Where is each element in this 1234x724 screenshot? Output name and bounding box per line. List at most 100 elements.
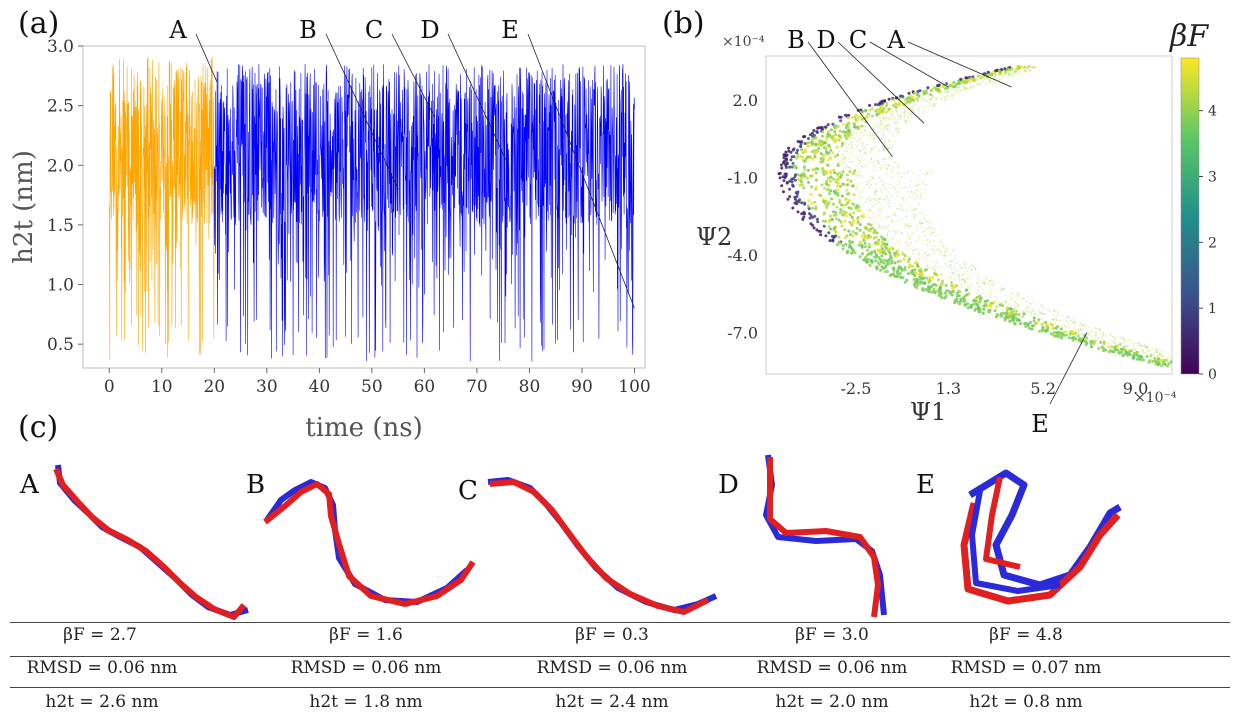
- scatter-point: [806, 144, 810, 148]
- scatter-point: [824, 171, 828, 175]
- scatter-point: [978, 79, 981, 82]
- scatter-point: [996, 314, 1000, 317]
- table-row-rmsd: RMSD = 0.06 nm RMSD = 0.06 nm RMSD = 0.0…: [0, 658, 1234, 690]
- scatter-point: [1017, 294, 1020, 297]
- scatter-point: [926, 264, 929, 266]
- scatter-point: [1007, 293, 1010, 296]
- scatter-point: [1002, 311, 1006, 315]
- scatter-point: [885, 260, 889, 263]
- scatter-point: [968, 88, 970, 91]
- scatter-point: [970, 269, 973, 271]
- scatter-point: [966, 270, 969, 273]
- scatter-point: [939, 282, 943, 286]
- scatter-point: [1001, 289, 1004, 291]
- scatter-point: [1024, 67, 1027, 69]
- scatter-point: [1071, 338, 1075, 342]
- scatter-point: [897, 132, 900, 134]
- scatter-point: [1052, 318, 1055, 320]
- scatter-point: [836, 193, 840, 197]
- scatter-point: [837, 138, 841, 142]
- scatter-point: [1022, 310, 1024, 312]
- scatter-point: [806, 168, 810, 172]
- structure-label-e: E: [916, 470, 935, 500]
- scatter-point: [925, 276, 929, 280]
- scatter-point: [872, 161, 875, 164]
- scatter-point: [809, 213, 813, 217]
- scatter-point: [1022, 312, 1026, 316]
- scatter-point: [1022, 311, 1025, 313]
- scatter-point: [1098, 330, 1101, 332]
- scatter-point: [923, 110, 926, 113]
- scatter-point: [845, 188, 849, 192]
- scatter-point: [847, 113, 851, 117]
- scatter-point: [895, 110, 898, 113]
- scatter-point: [929, 171, 932, 174]
- scatter-point: [876, 208, 879, 211]
- scatter-point: [1148, 349, 1150, 352]
- scatter-point: [860, 164, 862, 167]
- scatter-point: [843, 150, 846, 152]
- scatter-point: [880, 101, 884, 105]
- scatter-point: [921, 277, 925, 281]
- scatter-point: [1064, 330, 1067, 334]
- structure-a-image: [53, 464, 249, 620]
- scatter-point: [1011, 318, 1015, 322]
- scatter-point: [983, 281, 986, 283]
- scatter-point: [884, 126, 886, 128]
- scatter-point: [1024, 69, 1026, 71]
- scatter-point: [1018, 298, 1020, 301]
- scatter-point: [1022, 71, 1024, 74]
- scatter-point: [799, 174, 803, 178]
- x-tick-label: -2.5: [841, 379, 872, 398]
- scatter-point: [849, 132, 853, 136]
- scatter-point: [1026, 68, 1029, 70]
- scatter-point: [1031, 65, 1034, 68]
- scatter-point: [989, 293, 991, 296]
- scatter-point: [922, 182, 925, 185]
- scatter-point: [1166, 357, 1168, 360]
- scatter-point: [905, 278, 909, 282]
- y-tick-label: 3.0: [47, 37, 74, 57]
- scatter-point: [930, 98, 932, 101]
- scatter-point: [848, 213, 852, 217]
- scatter-point: [885, 101, 889, 105]
- scatter-point: [866, 209, 869, 211]
- scatter-point: [876, 260, 880, 264]
- x-tick-label: 100: [618, 377, 650, 397]
- scatter-point: [898, 265, 901, 269]
- scatter-point: [1066, 315, 1069, 318]
- scatter-point: [902, 111, 905, 114]
- scatter-point: [812, 136, 816, 140]
- scatter-point: [825, 206, 829, 210]
- scatter-point: [947, 279, 950, 281]
- scatter-point: [926, 100, 929, 102]
- scatter-point: [785, 181, 789, 184]
- scatter-point: [889, 111, 892, 113]
- scatter-point: [887, 165, 890, 168]
- scatter-point: [877, 198, 880, 201]
- scatter-point: [1067, 336, 1071, 340]
- scatter-point: [913, 269, 917, 273]
- scatter-point: [864, 149, 867, 152]
- scatter-point: [944, 254, 946, 257]
- scatter-point: [1005, 72, 1007, 75]
- scatter-point: [986, 70, 990, 74]
- scatter-point: [829, 189, 833, 193]
- scatter-point: [937, 97, 939, 100]
- scatter-point: [1055, 334, 1059, 338]
- scatter-point: [934, 261, 936, 263]
- scatter-point: [1037, 329, 1041, 333]
- scatter-point: [882, 184, 885, 187]
- scatter-point: [989, 296, 992, 299]
- scatter-point: [925, 183, 928, 186]
- structure-b-image: [263, 479, 476, 607]
- scatter-point: [880, 180, 883, 183]
- scatter-point: [858, 125, 862, 128]
- scatter-point: [980, 292, 983, 295]
- scatter-point: [903, 280, 907, 284]
- scatter-point: [907, 105, 910, 108]
- scatter-point: [921, 97, 924, 100]
- scatter-point: [934, 265, 937, 268]
- scatter-point: [867, 181, 870, 184]
- scatter-point: [1127, 352, 1131, 356]
